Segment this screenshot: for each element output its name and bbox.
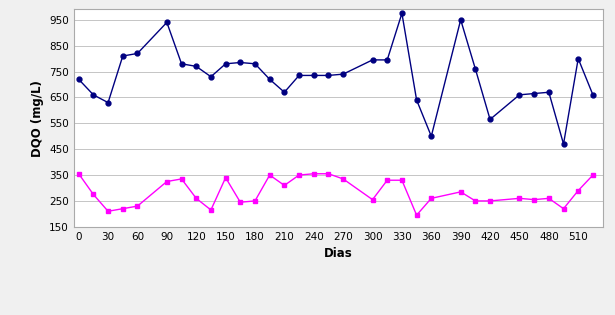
ponto 1 (399, 11, 406, 15)
Line: ponto 2: ponto 2 (76, 171, 595, 218)
ponto 2 (192, 197, 200, 200)
ponto 2 (472, 199, 479, 203)
ponto 2 (413, 213, 420, 217)
ponto 1 (560, 142, 567, 146)
ponto 2 (237, 200, 244, 204)
ponto 1 (369, 58, 376, 62)
ponto 1 (280, 90, 288, 94)
ponto 1 (207, 75, 215, 79)
ponto 2 (457, 190, 464, 194)
ponto 1 (178, 62, 185, 66)
ponto 1 (134, 52, 141, 55)
ponto 1 (90, 93, 97, 97)
ponto 2 (369, 198, 376, 202)
ponto 2 (310, 172, 317, 176)
ponto 2 (105, 209, 112, 213)
ponto 1 (237, 60, 244, 64)
ponto 2 (163, 180, 170, 183)
ponto 1 (119, 54, 127, 58)
ponto 2 (295, 173, 303, 177)
ponto 1 (384, 58, 391, 62)
ponto 1 (413, 98, 420, 102)
ponto 1 (574, 57, 582, 60)
ponto 1 (222, 62, 229, 66)
ponto 2 (516, 197, 523, 200)
ponto 2 (545, 197, 552, 200)
ponto 2 (560, 207, 567, 210)
ponto 2 (119, 207, 127, 210)
ponto 1 (295, 73, 303, 77)
Y-axis label: DQO (mg/L): DQO (mg/L) (31, 80, 44, 157)
ponto 2 (486, 199, 494, 203)
ponto 2 (207, 208, 215, 212)
ponto 1 (252, 62, 259, 66)
ponto 1 (192, 65, 200, 68)
ponto 1 (516, 93, 523, 97)
ponto 2 (531, 198, 538, 202)
ponto 1 (486, 117, 494, 121)
ponto 1 (266, 77, 274, 81)
ponto 1 (457, 18, 464, 22)
ponto 2 (325, 172, 332, 176)
ponto 2 (427, 197, 435, 200)
ponto 1 (472, 67, 479, 71)
ponto 1 (75, 77, 82, 81)
ponto 1 (589, 93, 597, 97)
ponto 1 (325, 73, 332, 77)
ponto 2 (134, 204, 141, 208)
ponto 2 (280, 184, 288, 187)
ponto 2 (222, 176, 229, 180)
ponto 1 (545, 90, 552, 94)
ponto 1 (531, 92, 538, 95)
ponto 2 (75, 172, 82, 176)
ponto 1 (427, 134, 435, 138)
ponto 1 (339, 72, 347, 76)
ponto 1 (105, 101, 112, 105)
Line: ponto 1: ponto 1 (76, 11, 595, 146)
ponto 2 (399, 178, 406, 182)
ponto 2 (178, 177, 185, 181)
ponto 1 (310, 73, 317, 77)
ponto 2 (339, 177, 347, 181)
ponto 2 (266, 173, 274, 177)
ponto 2 (384, 178, 391, 182)
ponto 1 (163, 20, 170, 24)
ponto 2 (574, 189, 582, 192)
X-axis label: Dias: Dias (324, 247, 352, 260)
ponto 2 (589, 173, 597, 177)
ponto 2 (252, 199, 259, 203)
ponto 2 (90, 192, 97, 196)
